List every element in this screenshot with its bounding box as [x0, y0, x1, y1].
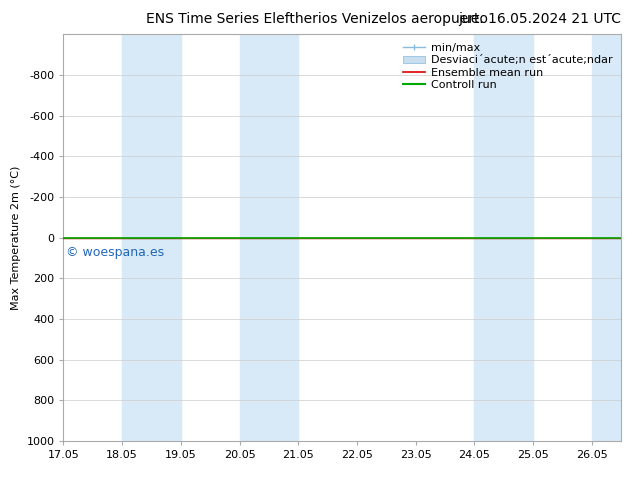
Text: jue. 16.05.2024 21 UTC: jue. 16.05.2024 21 UTC: [458, 12, 621, 26]
Legend: min/max, Desviaci´acute;n est´acute;ndar, Ensemble mean run, Controll run: min/max, Desviaci´acute;n est´acute;ndar…: [399, 40, 616, 93]
Y-axis label: Max Temperature 2m (°C): Max Temperature 2m (°C): [11, 166, 21, 310]
Bar: [240, 34, 299, 441]
Bar: [592, 34, 621, 441]
Bar: [474, 34, 533, 441]
Text: ENS Time Series Eleftherios Venizelos aeropuerto: ENS Time Series Eleftherios Venizelos ae…: [146, 12, 488, 26]
Text: © woespana.es: © woespana.es: [67, 246, 164, 259]
Bar: [122, 34, 181, 441]
